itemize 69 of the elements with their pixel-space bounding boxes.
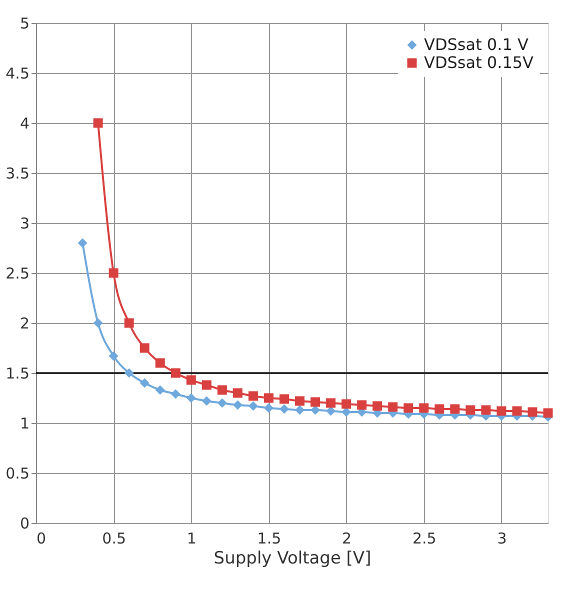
point bbox=[217, 385, 227, 395]
point bbox=[481, 405, 491, 415]
point bbox=[124, 318, 134, 328]
x-tick-label: 1 bbox=[186, 530, 196, 548]
x-tick-label: 2 bbox=[342, 530, 352, 548]
point bbox=[310, 405, 320, 415]
x-tick-label: 0 bbox=[36, 530, 46, 548]
y-tick-label: 1 bbox=[20, 414, 30, 432]
point bbox=[264, 403, 274, 413]
y-tick-label: 4 bbox=[20, 114, 30, 132]
point bbox=[434, 404, 444, 414]
legend-label: VDSsat 0.15V bbox=[424, 53, 534, 72]
point bbox=[140, 378, 150, 388]
point bbox=[93, 318, 103, 328]
point bbox=[232, 388, 242, 398]
point bbox=[357, 400, 367, 410]
y-tick-label: 2 bbox=[20, 314, 30, 332]
point bbox=[108, 351, 118, 361]
point bbox=[264, 393, 274, 403]
point bbox=[124, 368, 134, 378]
point bbox=[280, 404, 289, 414]
point bbox=[295, 405, 304, 415]
y-tick-label: 3 bbox=[20, 214, 30, 232]
point bbox=[155, 358, 165, 368]
point bbox=[170, 389, 180, 399]
y-tick-label: 3.5 bbox=[6, 164, 30, 182]
x-tick-label: 0.5 bbox=[102, 530, 126, 548]
point bbox=[310, 397, 320, 407]
point bbox=[372, 401, 382, 411]
point bbox=[496, 406, 506, 416]
point bbox=[466, 405, 476, 415]
x-tick-label: 2.5 bbox=[412, 530, 436, 548]
point bbox=[186, 375, 196, 385]
x-tick-label: 3 bbox=[497, 530, 507, 548]
point bbox=[155, 385, 165, 395]
point bbox=[140, 343, 150, 353]
y-tick-label: 0 bbox=[20, 514, 30, 532]
point bbox=[108, 268, 118, 278]
point bbox=[543, 408, 553, 418]
point bbox=[450, 404, 460, 414]
point bbox=[404, 403, 414, 413]
point bbox=[202, 396, 212, 406]
y-tick-label: 1.5 bbox=[6, 364, 30, 382]
point bbox=[326, 406, 336, 416]
point bbox=[388, 402, 398, 412]
point bbox=[78, 238, 88, 248]
point bbox=[342, 407, 352, 417]
y-tick-label: 4.5 bbox=[6, 64, 30, 82]
point bbox=[280, 394, 289, 404]
point bbox=[217, 398, 227, 408]
point bbox=[93, 118, 103, 128]
point bbox=[512, 406, 522, 416]
point bbox=[248, 391, 258, 401]
point bbox=[202, 380, 212, 390]
point bbox=[248, 401, 258, 411]
point bbox=[232, 400, 242, 410]
y-tick-label: 0.5 bbox=[6, 464, 30, 482]
x-axis-title: Supply Voltage [V] bbox=[214, 548, 372, 568]
point bbox=[326, 398, 336, 408]
point bbox=[342, 399, 352, 409]
point bbox=[528, 407, 538, 417]
y-tick-label: 2.5 bbox=[6, 264, 30, 282]
point bbox=[419, 403, 429, 413]
point bbox=[170, 368, 180, 378]
x-tick-label: 1.5 bbox=[257, 530, 282, 548]
point bbox=[186, 393, 196, 403]
legend-label: VDSsat 0.1 V bbox=[424, 35, 528, 54]
point bbox=[295, 396, 304, 406]
y-tick-label: 5 bbox=[20, 14, 30, 32]
